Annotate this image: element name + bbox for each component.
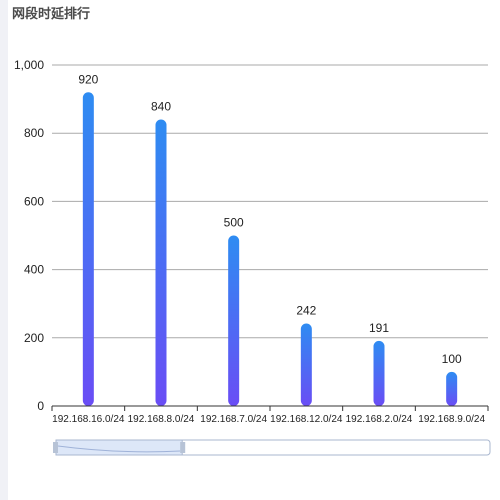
left-edge-strip [0, 0, 8, 500]
y-tick-label: 800 [24, 126, 44, 140]
bar[interactable] [373, 340, 385, 406]
x-tick-label: 192.168.12.0/24 [270, 414, 343, 425]
bar-value-label: 920 [78, 72, 98, 86]
gridlines [52, 64, 488, 339]
zoom-slider[interactable] [53, 439, 491, 456]
zoom-selection[interactable] [55, 439, 183, 456]
bar-value-label: 500 [224, 216, 244, 230]
bar-value-label: 242 [296, 303, 316, 317]
y-tick-label: 600 [24, 194, 44, 208]
bars [82, 92, 458, 407]
bar[interactable] [82, 92, 94, 406]
y-tick-label: 1,000 [14, 58, 44, 72]
x-tick-label: 192.168.16.0/24 [52, 414, 125, 425]
x-tick-label: 192.168.2.0/24 [346, 414, 413, 425]
panel-title: 网段时延排行 [12, 7, 91, 22]
y-axis: 0 200 400 600 800 1,000 [14, 58, 44, 413]
x-axis: 192.168.16.0/24 192.168.8.0/24 192.168.7.0… [51, 405, 489, 425]
bar-value-label: 191 [369, 321, 389, 335]
y-tick-label: 0 [37, 399, 44, 413]
zoom-preview-line [57, 445, 181, 453]
y-tick-label: 400 [24, 263, 44, 277]
x-tick-label: 192.168.8.0/24 [128, 414, 195, 425]
y-tick-label: 200 [24, 331, 44, 345]
x-tick-label: 192.168.7.0/24 [200, 414, 267, 425]
bar[interactable] [300, 323, 312, 406]
bar[interactable] [228, 235, 240, 407]
data-labels: 920 840 500 242 191 100 [78, 72, 462, 366]
bar[interactable] [446, 371, 458, 406]
bar[interactable] [155, 119, 167, 406]
bar-value-label: 840 [151, 100, 171, 114]
zoom-handle-right[interactable] [180, 442, 186, 453]
bar-value-label: 100 [442, 352, 462, 366]
zoom-handle-left[interactable] [53, 442, 58, 453]
x-tick-label: 192.168.9.0/24 [418, 414, 485, 425]
